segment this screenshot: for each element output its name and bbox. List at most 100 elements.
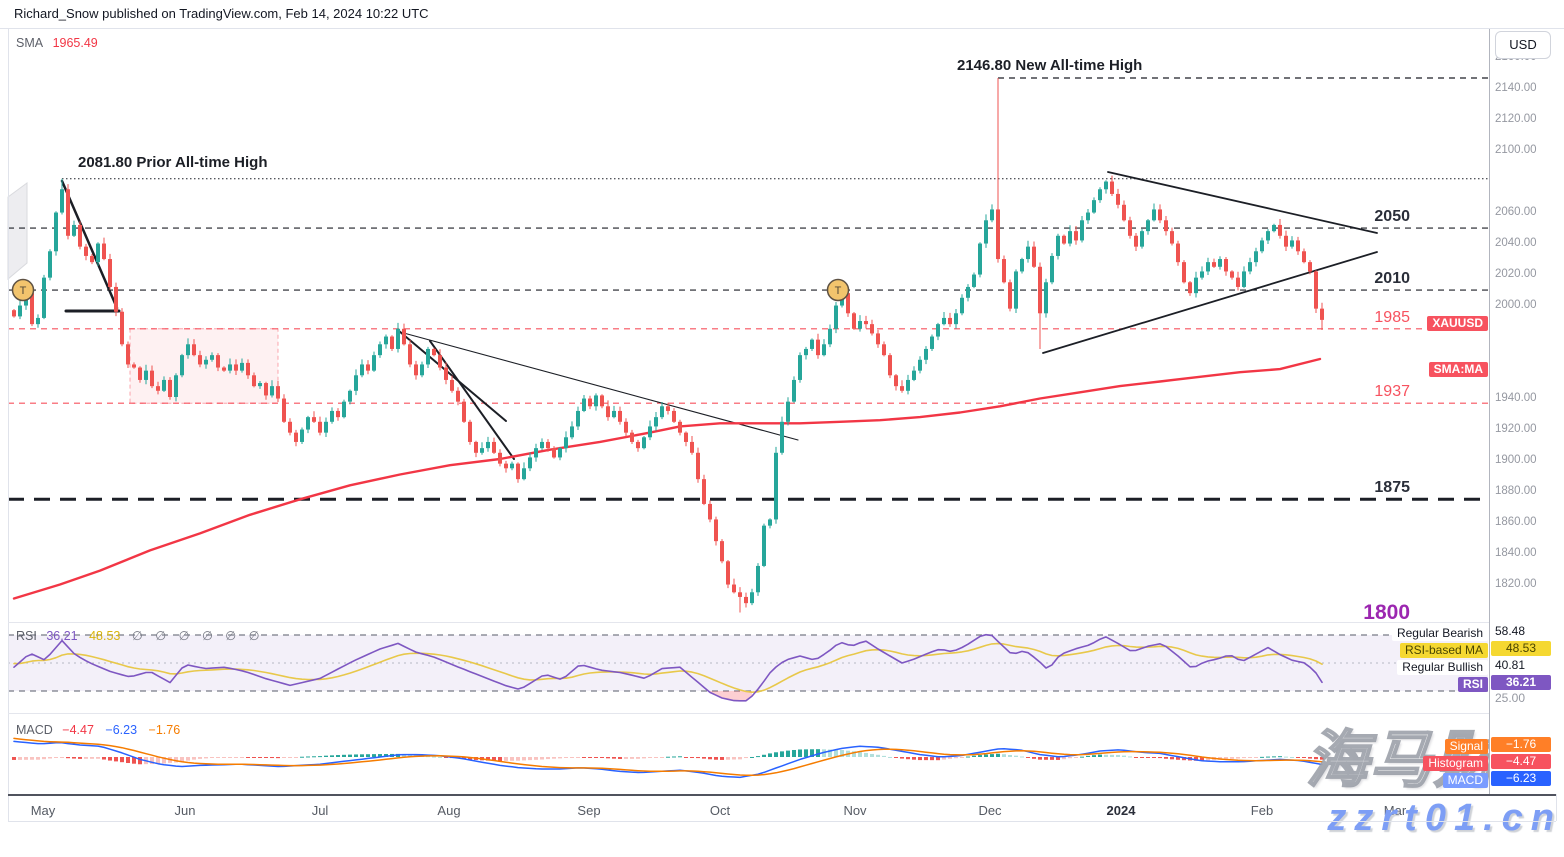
macd-histogram-bar <box>636 757 640 759</box>
candle-body <box>186 344 190 356</box>
time-label-2024: 2024 <box>1106 803 1136 818</box>
macd-histogram-bar <box>618 757 622 759</box>
macd-histogram-bar <box>912 757 916 760</box>
candle-body <box>624 421 628 433</box>
macd-histogram-bar <box>1002 754 1006 757</box>
macd-histogram-bar <box>1080 756 1084 758</box>
indicator-tag-histogram: Histogram <box>1423 756 1488 771</box>
candle-body <box>1092 200 1096 213</box>
candle-body <box>498 452 502 464</box>
candle-body <box>846 293 850 314</box>
candle-body <box>528 457 532 469</box>
candle-body <box>48 251 52 278</box>
candle-body <box>612 410 616 418</box>
macd-histogram-bar <box>996 753 1000 757</box>
macd-histogram-bar <box>858 751 862 757</box>
macd-histogram-bar <box>840 750 844 757</box>
rsi-macd-separator[interactable] <box>8 713 1556 714</box>
candle-body <box>906 379 910 391</box>
candle-body <box>792 379 796 402</box>
candle-body <box>192 344 196 356</box>
macd-histogram-bar <box>1230 757 1234 759</box>
candle-body <box>174 375 178 397</box>
candle-body <box>444 367 448 380</box>
macd-histogram-bar <box>564 757 568 758</box>
candle-body <box>1056 235 1060 256</box>
time-scale[interactable] <box>8 795 1556 821</box>
macd-histogram-bar <box>558 757 562 759</box>
macd-histogram-bar <box>1038 757 1042 760</box>
candle-body <box>426 348 430 365</box>
candle-body <box>360 364 364 376</box>
indicator-tag-row: Regular Bearish <box>1200 624 1488 642</box>
candle-body <box>1140 231 1144 247</box>
time-label-Feb: Feb <box>1250 803 1274 818</box>
candle-body <box>1038 266 1042 314</box>
candle-body <box>1074 231 1078 241</box>
time-label-Mar: Mar <box>1383 803 1407 818</box>
macd-histogram-bar <box>174 757 178 763</box>
rsi-oversold-fill <box>710 691 752 701</box>
candle-body <box>738 592 742 597</box>
level-label-2010: 2010 <box>1374 270 1410 288</box>
level-label-1985: 1985 <box>1374 308 1410 326</box>
macd-histogram-bar <box>1254 757 1258 758</box>
candle-body <box>1086 212 1090 221</box>
macd-histogram-bar <box>1014 755 1018 757</box>
macd-histogram-bar <box>1008 755 1012 757</box>
macd-histogram-bar <box>1200 757 1204 761</box>
macd-histogram-bar <box>348 754 352 757</box>
macd-histogram-bar <box>690 757 694 758</box>
price-scale[interactable]: USD 2160.002140.002120.002100.002060.002… <box>1489 28 1564 794</box>
candle-body <box>552 448 556 458</box>
time-label-Aug: Aug <box>437 803 461 818</box>
macd-histogram-bar <box>1248 757 1252 758</box>
macd-histogram-bar <box>516 757 520 761</box>
macd-histogram-bar <box>606 757 610 759</box>
candle-body <box>324 421 328 433</box>
macd-histogram-bar <box>210 757 214 758</box>
macd-histogram-bar <box>1062 757 1066 760</box>
candle-body <box>126 344 130 365</box>
macd-histogram-bar <box>894 757 898 758</box>
price-rsi-separator[interactable] <box>8 622 1556 623</box>
candle-body <box>858 321 862 329</box>
macd-histogram-bar <box>384 753 388 757</box>
candle-body <box>1248 262 1252 272</box>
candle-body <box>1266 231 1270 241</box>
candle-body <box>714 519 718 542</box>
candle-body <box>252 375 256 387</box>
macd-histogram-bar <box>852 751 856 757</box>
candle-body <box>258 383 262 387</box>
candle-body <box>402 328 406 345</box>
candle-body <box>1206 262 1210 272</box>
macd-histogram-bar <box>312 756 316 758</box>
candle-body <box>102 243 106 260</box>
candle-body <box>630 432 634 442</box>
candle-body <box>114 286 118 312</box>
indicator-value-rsi: 36.21 <box>1491 675 1551 690</box>
currency-button[interactable]: USD <box>1495 31 1551 59</box>
macd-histogram-bar <box>918 757 922 761</box>
candle-body <box>198 355 202 365</box>
candle-body <box>480 448 484 453</box>
chart-left-border <box>8 28 9 821</box>
macd-histogram-bar <box>498 757 502 762</box>
candle-body <box>378 344 382 356</box>
candle-body <box>780 421 784 453</box>
macd-histogram-bar <box>966 756 970 758</box>
idea-marker-glyph: T <box>835 285 842 297</box>
candle-body <box>1230 271 1234 278</box>
macd-histogram-bar <box>72 757 76 759</box>
candle-body <box>1224 259 1228 272</box>
candle-body <box>1032 246 1036 267</box>
price-tick-2060: 2060.00 <box>1495 205 1537 218</box>
candle-body <box>462 401 466 422</box>
macd-histogram-bar <box>798 749 802 757</box>
candle-body <box>912 370 916 380</box>
publish-info: Richard_Snow published on TradingView.co… <box>14 6 429 21</box>
macd-histogram-bar <box>864 752 868 757</box>
candle-body <box>150 370 154 387</box>
candle-body <box>942 317 946 325</box>
